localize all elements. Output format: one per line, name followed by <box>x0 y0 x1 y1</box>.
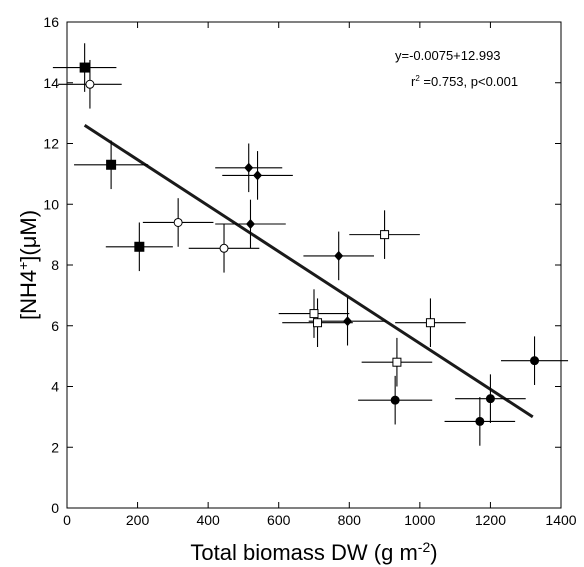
y-tick-label: 4 <box>51 379 59 395</box>
y-axis-title-end: ](μM) <box>16 210 41 262</box>
y-tick-label: 8 <box>51 257 59 273</box>
x-tick-label: 0 <box>63 512 71 528</box>
data-point-filled-diamond <box>245 218 255 229</box>
data-point-open-square <box>313 318 323 328</box>
x-tick-labels: 0 200 400 600 800 1000 1200 1400 <box>63 512 577 528</box>
data-point-filled-square <box>134 241 145 252</box>
x-tick-label: 600 <box>267 512 291 528</box>
r2-rest: =0.753, p<0.001 <box>420 74 518 89</box>
data-point-open-circle <box>85 79 95 89</box>
data-point-filled-diamond <box>334 250 344 261</box>
x-axis-title-end: ) <box>430 540 437 565</box>
x-tick-label: 200 <box>126 512 150 528</box>
equation-annotation: y=-0.0075+12.993 <box>395 48 501 63</box>
r2-sup: 2 <box>415 74 420 83</box>
x-tick-label: 1200 <box>475 512 506 528</box>
y-tick-label: 12 <box>43 136 59 152</box>
y-tick-label: 10 <box>43 196 59 212</box>
y-tick-label: 2 <box>51 439 59 455</box>
y-tick-label: 14 <box>43 75 59 91</box>
y-tick-label: 16 <box>43 14 59 30</box>
data-point-open-circle <box>219 243 229 253</box>
error-bars <box>52 43 569 446</box>
x-axis-title: Total biomass DW (g m-2) <box>190 539 437 565</box>
regression-line <box>83 124 534 419</box>
y-axis-title: [NH4+](μM) <box>15 210 41 320</box>
x-axis-title-sup: -2 <box>418 539 431 555</box>
x-tick-label: 1000 <box>404 512 435 528</box>
x-tick-label: 400 <box>196 512 220 528</box>
r2-annotation: r2 =0.753, p<0.001 <box>411 74 518 89</box>
regression-group <box>83 124 534 419</box>
y-tick-label: 6 <box>51 318 59 334</box>
data-point-filled-square <box>79 62 90 73</box>
data-point-filled-circle <box>530 356 540 366</box>
data-point-open-circle <box>173 217 183 227</box>
data-point-filled-circle <box>475 416 485 426</box>
data-point-open-square <box>309 309 319 319</box>
r2-prefix: r <box>411 74 416 89</box>
data-point-filled-circle <box>390 395 400 405</box>
y-axis-title-sup: + <box>15 262 31 270</box>
data-point-filled-circle <box>485 394 495 404</box>
data-point-open-square <box>425 318 435 328</box>
data-point-filled-square <box>106 159 117 170</box>
x-axis-title-main: Total biomass DW (g m <box>190 540 417 565</box>
data-point-filled-diamond <box>244 162 254 173</box>
plot-frame <box>66 21 562 509</box>
x-tick-label: 1400 <box>545 512 576 528</box>
y-tick-labels: 0 2 4 6 8 10 12 14 16 <box>43 14 59 516</box>
x-tick-label: 800 <box>338 512 362 528</box>
data-point-filled-diamond <box>343 316 353 327</box>
y-axis-title-main: [NH4 <box>16 270 41 320</box>
data-markers <box>79 62 540 426</box>
data-point-open-square <box>380 230 390 240</box>
y-tick-label: 0 <box>51 500 59 516</box>
tick-marks <box>66 21 562 509</box>
data-point-filled-diamond <box>253 170 263 181</box>
data-point-open-square <box>392 357 402 367</box>
